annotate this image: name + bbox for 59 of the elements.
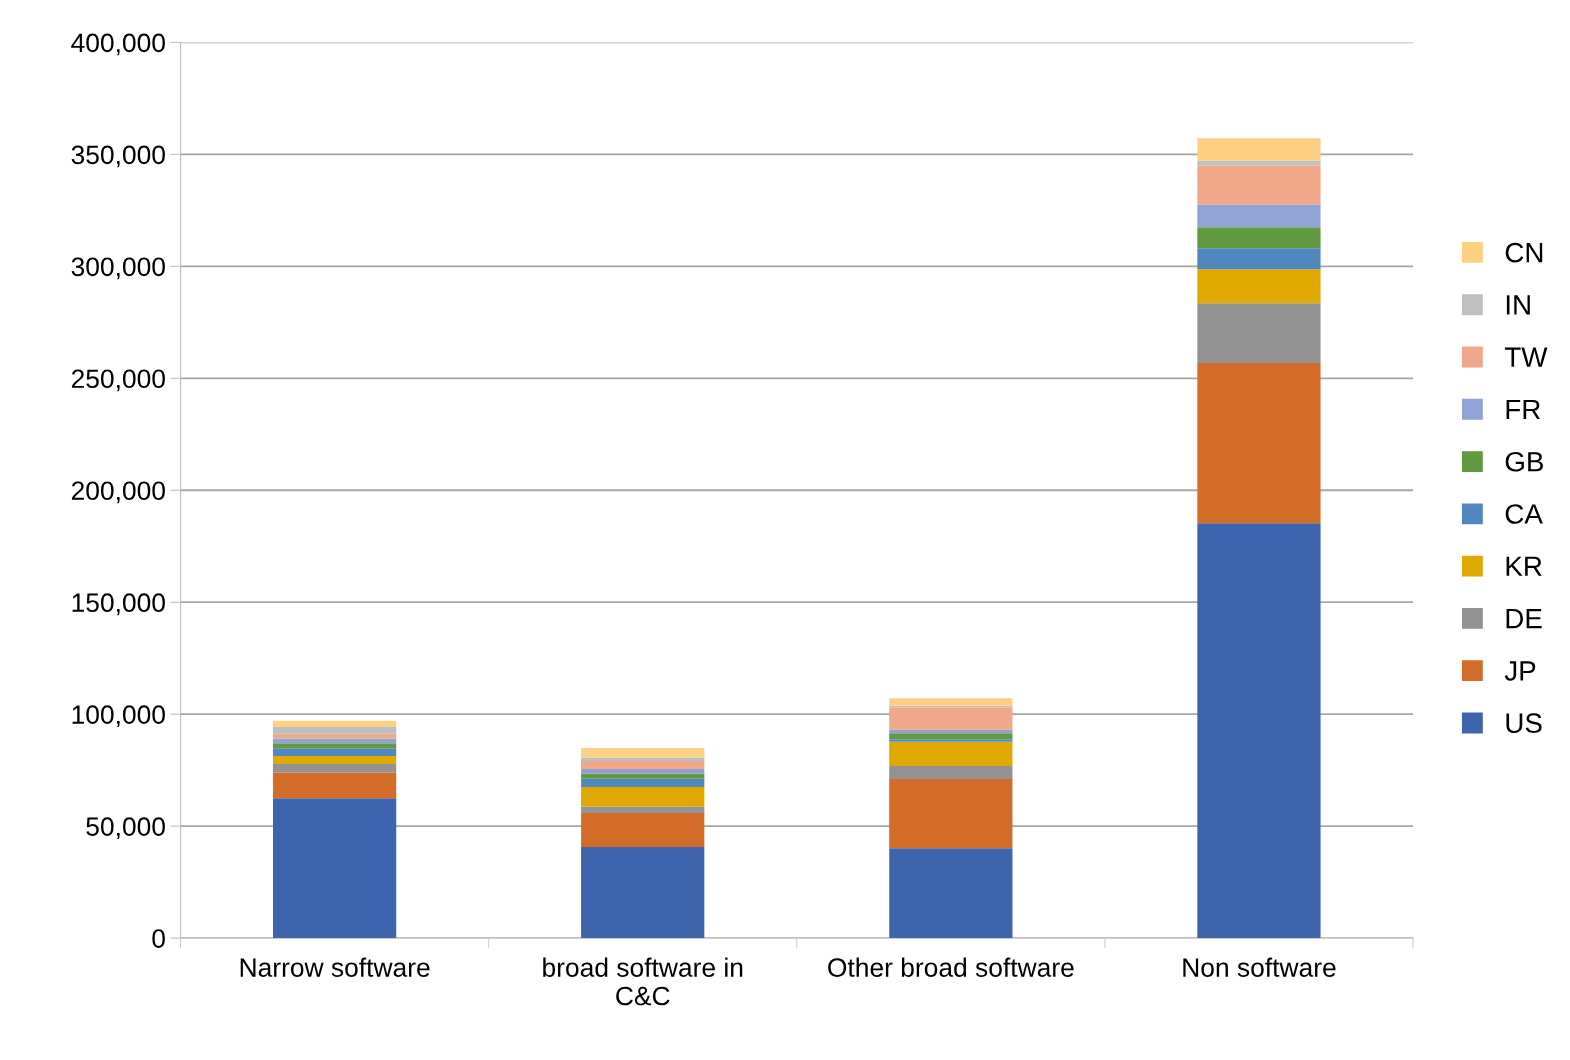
legend-label: IN [1506, 295, 1530, 315]
bar [272, 772, 397, 799]
y-tick-label: 400,000 [71, 33, 165, 56]
y-tick-label: 250,000 [71, 369, 165, 392]
bar [272, 756, 397, 764]
y-tick-label: 150,000 [72, 593, 165, 616]
bar [581, 786, 705, 807]
bar [889, 778, 1013, 849]
bar [1197, 165, 1321, 205]
y-tick-label: 100,000 [72, 705, 165, 728]
legend-label: US [1506, 713, 1542, 733]
x-tick-label: broad software in C&C [543, 957, 743, 1006]
bar [1197, 269, 1321, 304]
bar [889, 698, 1013, 706]
bar [1197, 523, 1321, 939]
y-tick-label: 300,000 [71, 257, 165, 280]
y-tick-label: 50,000 [86, 817, 165, 840]
x-tick-label: Non software [1183, 957, 1336, 977]
bar [581, 769, 705, 774]
bar [889, 739, 1013, 742]
bar [1197, 138, 1321, 161]
bar [581, 747, 705, 758]
bar [581, 806, 705, 813]
bar [889, 848, 1013, 939]
y-tick-label: 0 [152, 929, 165, 948]
legend-label: KR [1506, 556, 1542, 576]
bar [581, 760, 705, 770]
bar [1197, 204, 1321, 228]
bar [272, 733, 397, 739]
bar [272, 748, 397, 757]
legend-label: JP [1504, 661, 1536, 681]
y-tick-label: 350,000 [71, 145, 165, 168]
bar [272, 726, 397, 734]
bar [889, 741, 1013, 766]
bar [1197, 363, 1321, 524]
bar [272, 763, 397, 773]
y-tick-label: 200,000 [71, 481, 165, 504]
legend-label: CA [1505, 504, 1543, 524]
bar [581, 773, 705, 779]
bar [1197, 227, 1321, 249]
legend-label: CN [1505, 242, 1543, 263]
legend-label: DE [1506, 609, 1542, 629]
bar [272, 798, 397, 939]
x-tick-label: Other broad software [828, 957, 1074, 977]
bar [1197, 248, 1321, 270]
bar [272, 720, 397, 727]
bar [1197, 160, 1321, 166]
bar [272, 743, 397, 749]
bar [1197, 303, 1321, 364]
legend-label: GB [1505, 451, 1543, 472]
bar [889, 733, 1013, 740]
x-tick-label: Narrow software [240, 957, 430, 977]
legend-label: FR [1506, 399, 1541, 420]
bar [581, 778, 705, 787]
bar [889, 707, 1013, 730]
bar [581, 812, 705, 847]
bar [889, 765, 1013, 779]
bar [581, 846, 705, 939]
legend-label: TW [1504, 347, 1548, 367]
